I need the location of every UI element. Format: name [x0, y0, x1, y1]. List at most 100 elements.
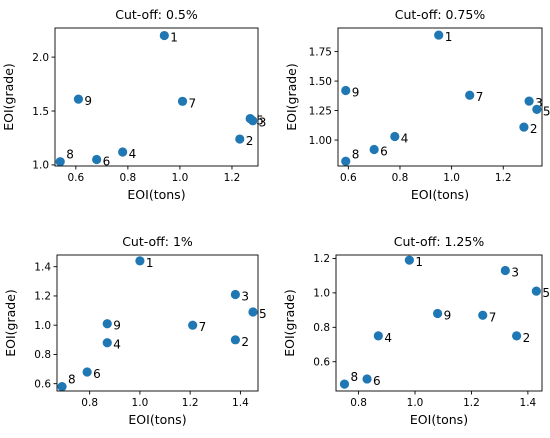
y-tick-label: 1.0: [313, 288, 330, 300]
chart-title: Cut-off: 1.25%: [394, 234, 485, 249]
point-label-8: 8: [66, 148, 74, 162]
y-axis-label: EOI(grade): [282, 289, 297, 357]
point-label-3: 3: [241, 289, 249, 303]
y-tick-label: 2.0: [32, 52, 49, 64]
point-label-2: 2: [246, 134, 254, 148]
y-tick-label: 1.5: [32, 106, 49, 118]
y-tick-label: 1.4: [34, 261, 51, 273]
point-label-9: 9: [352, 86, 360, 100]
x-tick-label: 0.6: [67, 172, 84, 184]
point-label-8: 8: [350, 370, 358, 384]
x-axis-label: EOI(tons): [410, 412, 468, 427]
x-tick-label: 0.6: [340, 172, 357, 184]
x-tick-label: 1.2: [182, 397, 199, 409]
point-label-3: 3: [511, 265, 519, 279]
data-point-1: [434, 30, 444, 40]
point-label-4: 4: [401, 132, 409, 146]
y-tick-label: 1.0: [32, 160, 49, 172]
point-label-6: 6: [93, 367, 101, 381]
scatter-panel-3: Cut-off: 1% 0.8 1.0 1.2 1.4 0.6 0.8 1.0 1.2 1.4 EO…: [3, 234, 267, 427]
data-point-5: [531, 286, 541, 296]
data-point-5: [248, 307, 258, 317]
x-axis-label: EOI(tons): [128, 412, 186, 427]
data-point-3: [230, 289, 240, 300]
chart-title: Cut-off: 0.75%: [395, 7, 486, 22]
data-point-8: [57, 382, 67, 392]
point-label-1: 1: [415, 255, 423, 269]
data-point-6: [362, 374, 372, 384]
y-tick-label: 1.2: [313, 253, 330, 265]
x-tick-label: 1.2: [224, 172, 241, 184]
point-label-4: 4: [129, 147, 137, 161]
y-axis-label: EOI(grade): [284, 63, 299, 131]
scatter-panel-2: Cut-off: 0.75% 0.6 0.8 1.0 1.2 1.00 1.25 1.50 1.…: [284, 7, 550, 202]
point-label-3: 3: [259, 116, 267, 130]
data-point-4: [373, 331, 383, 341]
data-point-2: [230, 335, 240, 345]
data-point-7: [465, 90, 475, 100]
data-point-2: [235, 134, 245, 144]
plot-frame: [337, 27, 543, 167]
plot-frame: [335, 254, 543, 392]
data-point-6: [92, 154, 102, 165]
data-point-1: [135, 256, 145, 266]
data-point-7: [177, 96, 188, 106]
data-point-9: [432, 308, 443, 319]
point-label-9: 9: [444, 309, 452, 323]
point-label-7: 7: [476, 90, 484, 104]
data-point-6: [369, 144, 379, 155]
y-tick-label: 1.75: [309, 46, 332, 58]
data-point-4: [118, 147, 128, 157]
point-label-2: 2: [523, 331, 531, 345]
point-label-8: 8: [352, 147, 360, 161]
y-axis-label: EOI(grade): [1, 63, 16, 131]
data-point-1: [159, 30, 169, 41]
x-tick-label: 1.0: [443, 172, 460, 184]
point-label-1: 1: [146, 256, 154, 270]
y-tick-label: 1.50: [309, 76, 332, 88]
point-label-2: 2: [241, 335, 249, 349]
point-label-5: 5: [542, 286, 550, 300]
data-point-7: [188, 320, 198, 330]
x-tick-label: 1.4: [520, 397, 537, 409]
y-axis-label: EOI(grade): [3, 289, 18, 357]
data-point-9: [341, 85, 351, 96]
x-tick-label: 1.4: [232, 397, 249, 409]
point-label-4: 4: [384, 331, 392, 345]
x-tick-label: 0.8: [392, 172, 409, 184]
data-point-8: [339, 379, 350, 389]
x-tick-label: 1.0: [407, 397, 424, 409]
data-point-1: [404, 255, 414, 265]
point-label-8: 8: [68, 373, 76, 387]
data-point-4: [390, 131, 400, 142]
plot-frame: [56, 254, 259, 392]
point-label-1: 1: [445, 30, 453, 44]
data-point-4: [102, 338, 112, 348]
point-label-7: 7: [189, 96, 197, 110]
point-label-7: 7: [199, 320, 207, 334]
x-tick-label: 1.0: [172, 172, 189, 184]
y-tick-label: 1.2: [34, 291, 51, 303]
point-label-9: 9: [113, 319, 121, 333]
chart-title: Cut-off: 0.5%: [115, 7, 198, 22]
point-label-1: 1: [170, 31, 178, 45]
data-point-3: [500, 265, 510, 276]
data-point-7: [478, 310, 488, 320]
data-point-9: [102, 319, 112, 329]
point-label-3: 3: [535, 96, 543, 110]
x-axis-label: EOI(tons): [411, 187, 469, 202]
y-tick-label: 1.0: [34, 320, 51, 332]
point-label-9: 9: [84, 94, 92, 108]
chart-title: Cut-off: 1%: [122, 234, 193, 249]
x-axis-label: EOI(tons): [127, 187, 185, 202]
y-tick-label: 0.8: [34, 349, 51, 361]
y-tick-label: 0.8: [313, 322, 330, 334]
point-label-6: 6: [380, 144, 388, 158]
data-point-6: [82, 367, 92, 377]
x-tick-label: 1.2: [495, 172, 512, 184]
scatter-panel-4: Cut-off: 1.25% 0.8 1.0 1.2 1.4 0.6 0.8 1.0 1.2 EO…: [282, 234, 550, 427]
x-tick-label: 0.8: [81, 397, 98, 409]
point-label-2: 2: [530, 122, 538, 136]
y-tick-label: 0.6: [313, 357, 330, 369]
